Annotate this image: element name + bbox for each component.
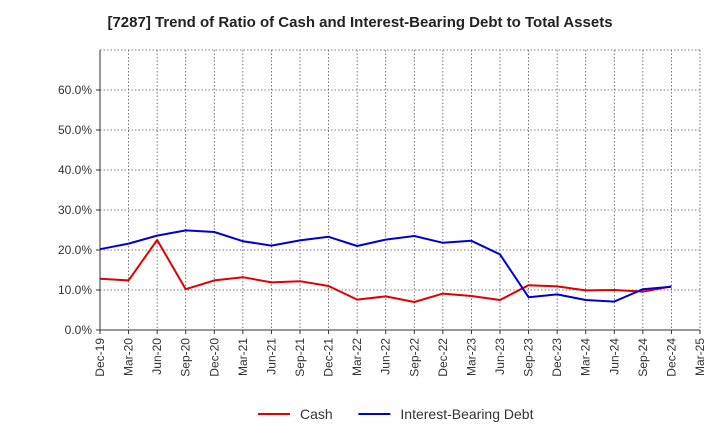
x-tick-label: Jun-20: [150, 338, 164, 375]
y-tick-label: 60.0%: [58, 83, 92, 97]
x-tick-label: Mar-22: [350, 338, 364, 376]
cash-legend-label: Cash: [300, 406, 333, 422]
x-tick-label: Mar-20: [122, 338, 136, 376]
y-tick-label: 50.0%: [58, 123, 92, 137]
legend: Cash Interest-Bearing Debt: [258, 406, 534, 422]
x-tick-label: Sep-21: [293, 338, 307, 377]
y-tick-label: 0.0%: [65, 323, 93, 337]
interest-bearing-debt-legend-label: Interest-Bearing Debt: [400, 406, 533, 422]
x-tick-label: Sep-20: [179, 338, 193, 377]
x-tick-label: Dec-20: [207, 338, 221, 377]
interest-bearing-debt-series-line: [99, 229, 672, 303]
cash-series-line: [99, 239, 672, 303]
x-tick-label: Mar-25: [693, 338, 707, 376]
x-tick-label: Mar-24: [579, 338, 593, 376]
x-tick-label: Sep-24: [636, 338, 650, 377]
plot-area: [100, 50, 700, 330]
x-tick-label: Sep-23: [522, 338, 536, 377]
y-tick-label: 10.0%: [58, 283, 92, 297]
x-tick-label: Dec-21: [322, 338, 336, 377]
x-tick-label: Dec-19: [93, 338, 107, 377]
x-tick-label: Jun-22: [379, 338, 393, 375]
x-tick-label: Mar-21: [236, 338, 250, 376]
y-tick-label: 20.0%: [58, 243, 92, 257]
chart-title: [7287] Trend of Ratio of Cash and Intere…: [107, 14, 613, 31]
x-tick-label: Dec-23: [550, 338, 564, 377]
x-tick-label: Jun-24: [607, 338, 621, 375]
y-tick-label: 30.0%: [58, 203, 92, 217]
x-tick-label: Sep-22: [407, 338, 421, 377]
axis-layer: 0.0% 10.0% 20.0% 30.0% 40.0% 50.0% 60.0% Dec-19…: [58, 50, 707, 377]
x-tick-label: Jun-23: [493, 338, 507, 375]
x-tick-label: Jun-21: [264, 338, 278, 375]
x-tick-label: Dec-24: [664, 338, 678, 377]
y-tick-label: 40.0%: [58, 163, 92, 177]
x-tick-label: Dec-22: [436, 338, 450, 377]
x-tick-label: Mar-23: [464, 338, 478, 376]
series-layer: [99, 229, 672, 303]
grid-layer: [99, 49, 701, 330]
